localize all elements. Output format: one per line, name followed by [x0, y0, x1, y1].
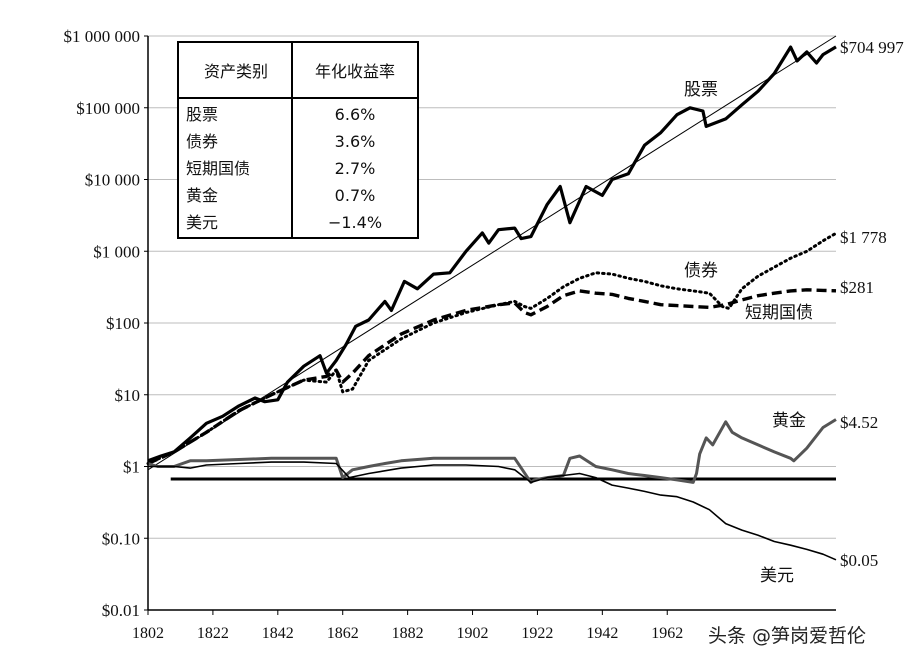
table-cell: 3.6% [335, 132, 376, 151]
y-tick-label: $0.10 [102, 529, 140, 548]
watermark: 头条 @笋岗爱哲伦 [708, 625, 866, 647]
y-tick-label: $100 [106, 314, 140, 333]
y-tick-label: $1 000 000 [64, 27, 141, 46]
table-cell: 债券 [186, 132, 218, 151]
y-tick-label: $10 [115, 386, 141, 405]
x-tick-label: 1942 [586, 625, 618, 642]
table-cell: 6.6% [335, 105, 376, 124]
series-line-dollar [148, 461, 837, 561]
y-tick-label: $1 [123, 458, 140, 477]
series-line-gold [147, 418, 837, 484]
x-tick-label: 1902 [457, 625, 489, 642]
y-tick-label: $1 000 [93, 242, 140, 261]
series-line-bills [147, 288, 837, 466]
end-label-gold: $4.52 [840, 413, 878, 432]
end-label-dollar: $0.05 [840, 551, 878, 570]
y-tick-label: $10 000 [85, 171, 140, 190]
table-cell: 2.7% [335, 159, 376, 178]
table-cell: 0.7% [335, 186, 376, 205]
table-border [177, 41, 419, 239]
table-cell: 股票 [186, 105, 218, 124]
label-dollar: 美元 [760, 566, 794, 586]
y-tick-label: $100 000 [76, 99, 140, 118]
label-stocks: 股票 [684, 80, 718, 100]
table-header-return: 年化收益率 [315, 62, 395, 81]
x-tick-label: 1882 [392, 625, 424, 642]
table-cell: 黄金 [186, 186, 218, 205]
x-axis-ticks: 1802 1822 1842 1862 1882 1902 1922 1942 1962 [132, 610, 683, 642]
y-axis-ticks: $1 000 000 $100 000 $10 000 $1 000 $100 $10 $1… [64, 27, 148, 620]
series-lines [146, 45, 838, 561]
x-tick-label: 1922 [521, 625, 553, 642]
x-tick-label: 1962 [651, 625, 683, 642]
series-line-stocks [147, 45, 837, 463]
series-line-bonds [146, 231, 838, 465]
table-cell: 美元 [186, 213, 218, 232]
label-gold: 黄金 [772, 411, 806, 431]
end-label-bills: $281 [840, 278, 874, 297]
table-cell: 短期国债 [186, 159, 250, 178]
table-cell: −1.4% [328, 213, 382, 232]
label-bills: 短期国债 [745, 303, 813, 323]
x-tick-label: 1842 [262, 625, 294, 642]
x-tick-label: 1862 [327, 625, 359, 642]
returns-table: 资产类别 年化收益率 股票 6.6% 债券 3.6% 短期国债 2.7% 黄金 … [177, 41, 419, 239]
end-label-bonds: $1 778 [840, 228, 887, 247]
x-tick-label: 1802 [132, 625, 164, 642]
end-label-stocks: $704 997 [840, 38, 904, 57]
y-tick-label: $0.01 [102, 601, 140, 620]
table-header-asset: 资产类别 [204, 62, 268, 81]
label-bonds: 债券 [684, 261, 718, 281]
x-tick-label: 1822 [197, 625, 229, 642]
